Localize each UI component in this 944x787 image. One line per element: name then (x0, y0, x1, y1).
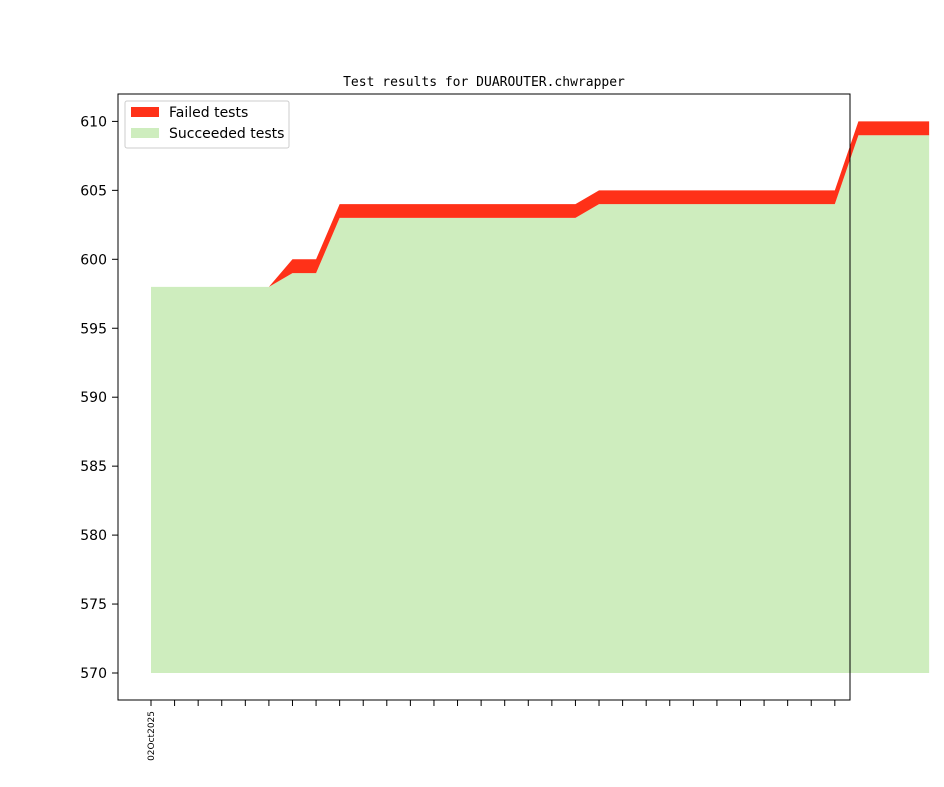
y-tick-label: 580 (80, 528, 107, 544)
legend-box (124, 100, 290, 149)
y-tick-label: 595 (80, 321, 107, 337)
y-axis: 570 575 580 585 590 595 600 605 610 (80, 114, 118, 682)
x-tick-label: 02Oct2025 (147, 711, 157, 761)
y-tick-label: 610 (80, 114, 107, 130)
y-tick-label: 590 (80, 390, 107, 406)
legend-swatch-succeeded (131, 128, 159, 138)
legend: Failed tests Succeeded tests (124, 100, 290, 149)
legend-swatch-failed (131, 107, 159, 117)
legend-label-failed: Failed tests (169, 105, 248, 121)
y-tick-label: 585 (80, 459, 107, 475)
x-axis: 02Oct2025 (147, 700, 836, 761)
legend-label-succeeded: Succeeded tests (169, 126, 284, 142)
y-tick-label: 605 (80, 183, 107, 199)
area-failed-tests (151, 121, 930, 287)
y-tick-label: 600 (80, 252, 107, 268)
chart-title: Test results for DUAROUTER.chwrapper (343, 75, 625, 90)
area-succeeded-tests (151, 135, 930, 673)
chart-areas (151, 121, 930, 673)
y-tick-label: 570 (80, 666, 107, 682)
y-tick-label: 575 (80, 597, 107, 613)
